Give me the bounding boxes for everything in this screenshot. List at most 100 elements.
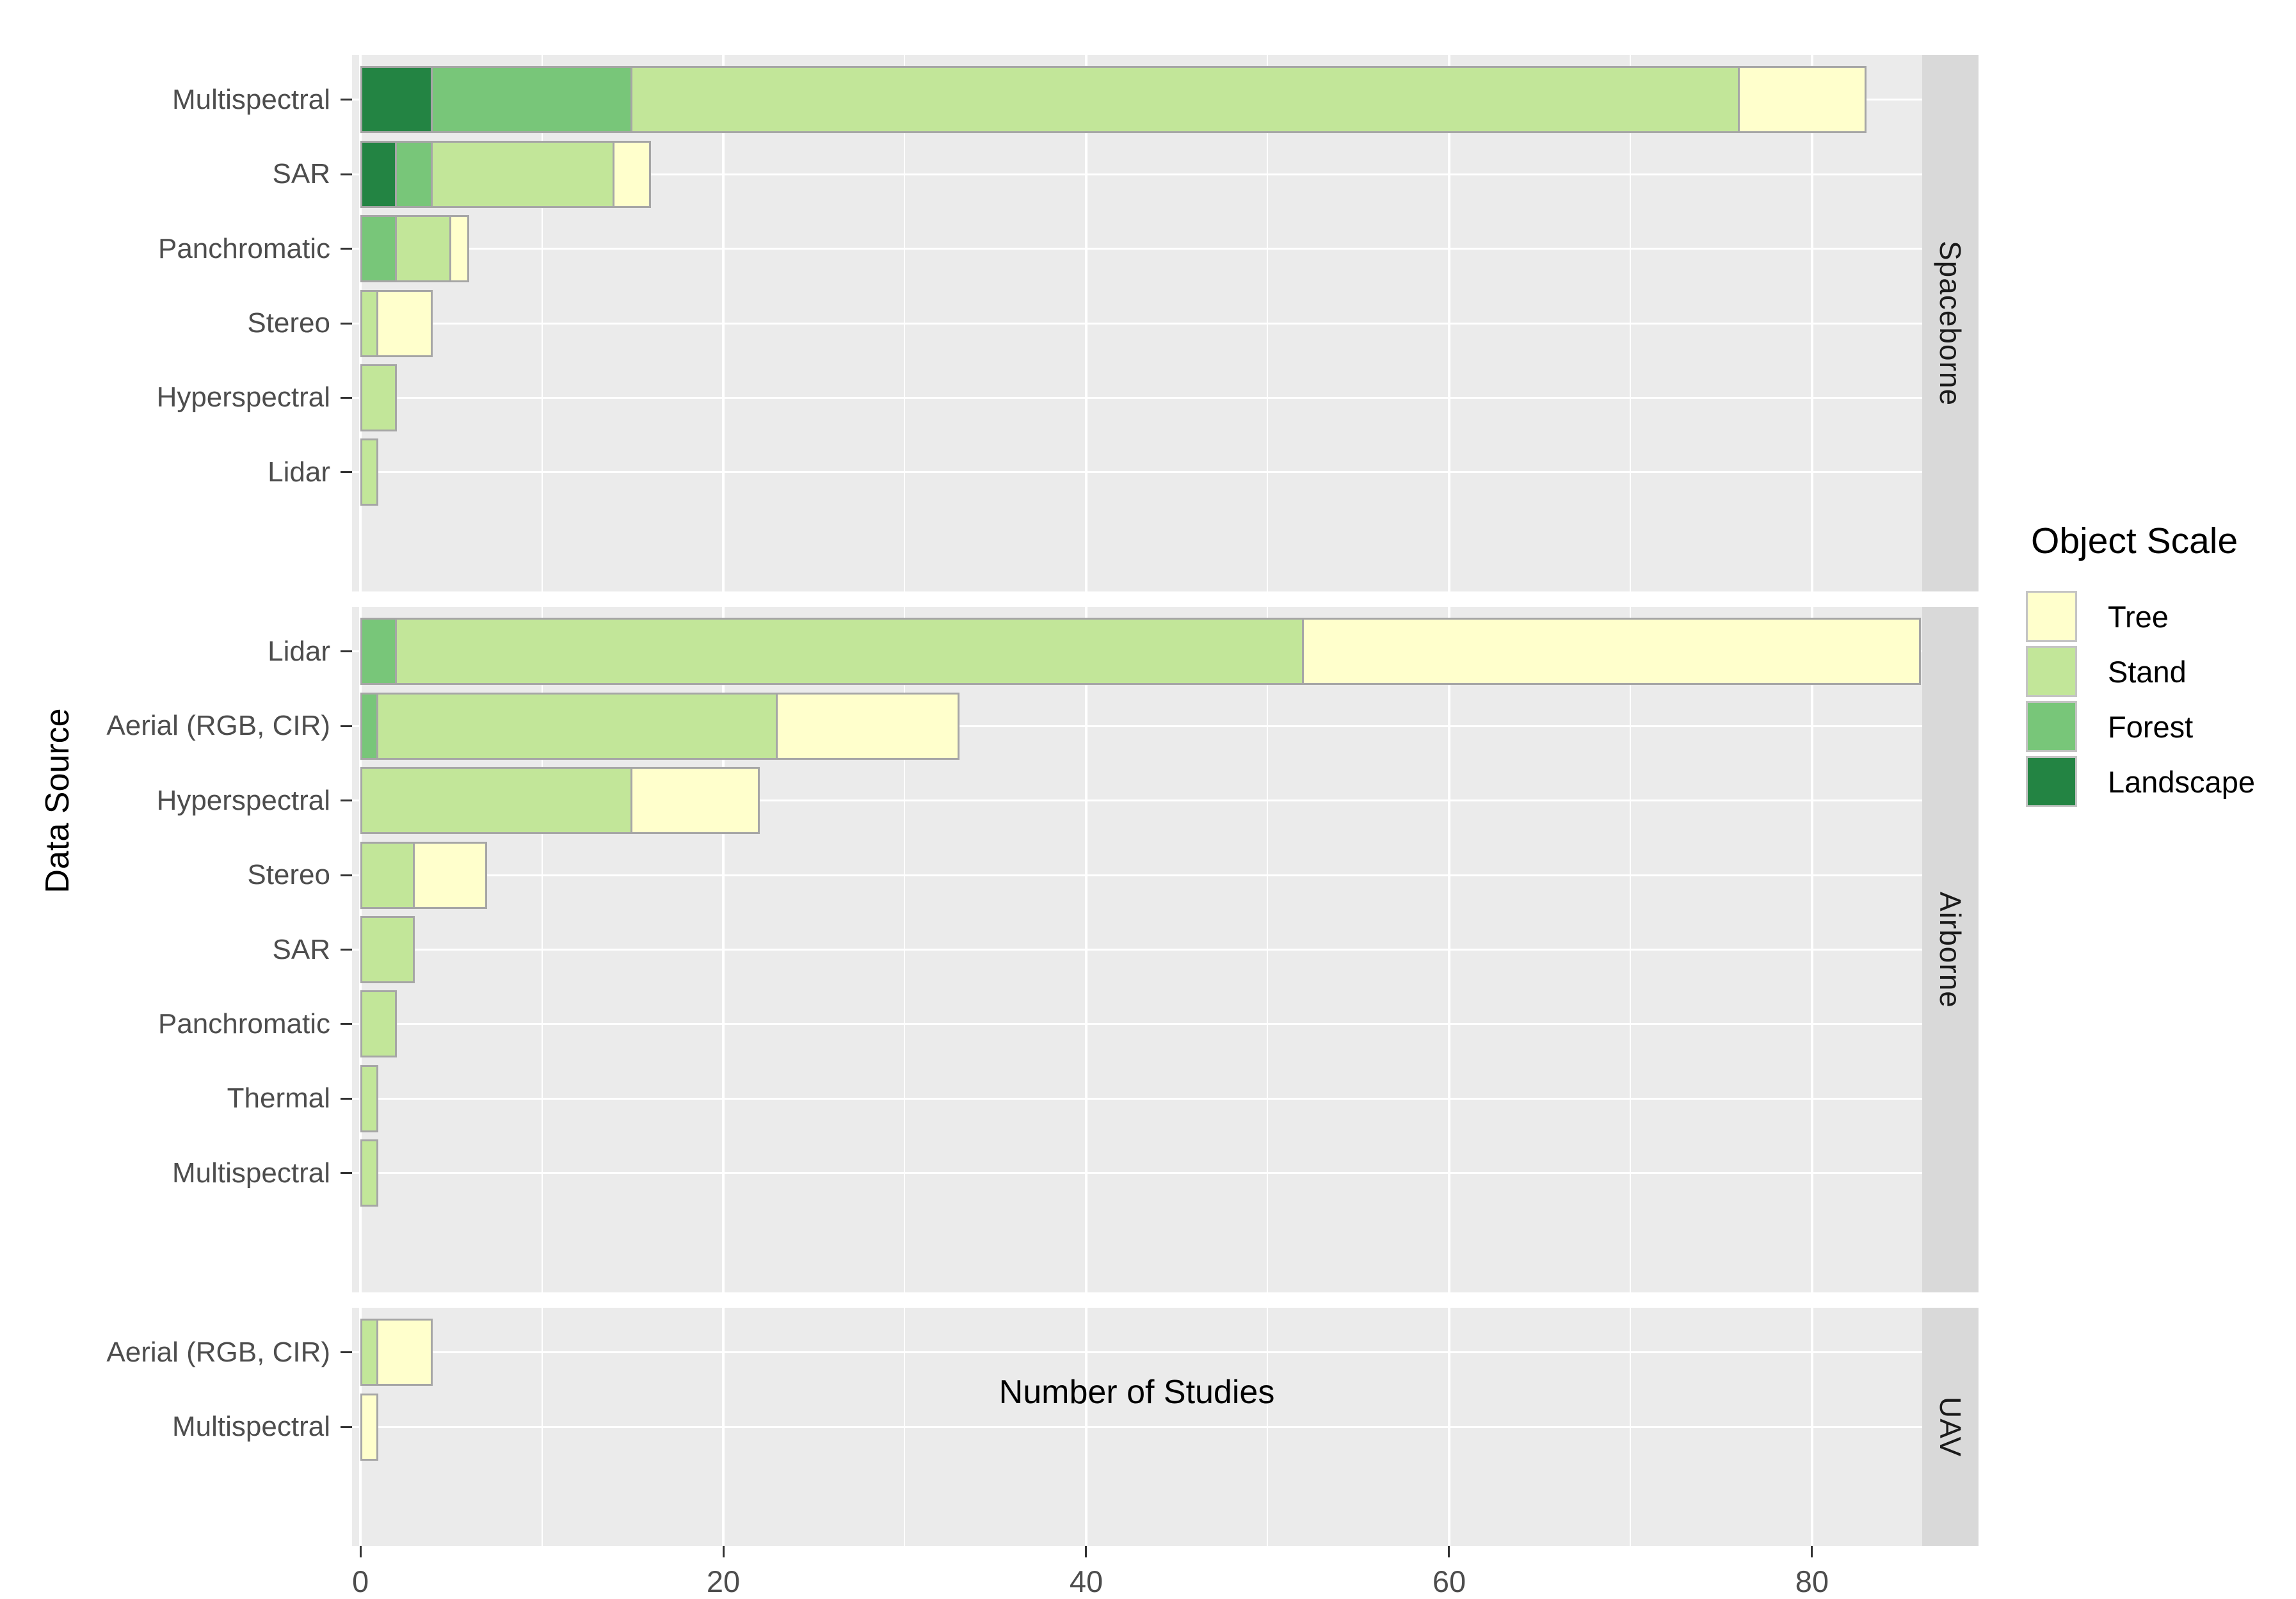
category-label: Multispectral xyxy=(172,83,330,115)
bar-segment-tree xyxy=(360,1393,379,1461)
legend-entry-tree: Tree xyxy=(2026,589,2295,644)
x-tick-mark xyxy=(722,1546,725,1558)
bar-segment-stand xyxy=(360,1139,379,1207)
legend-swatch-forest xyxy=(2026,701,2077,752)
row-gridline xyxy=(352,322,1922,325)
row-gridline xyxy=(352,1351,1922,1354)
x-tick-label: 40 xyxy=(1069,1564,1104,1599)
facet-panel-uav xyxy=(352,1307,1922,1547)
y-axis-title: Data Source xyxy=(39,708,76,894)
y-tick-mark xyxy=(341,800,352,802)
y-tick-mark xyxy=(341,1172,352,1175)
bar-segment-forest xyxy=(360,618,397,686)
y-tick-mark xyxy=(341,1351,352,1354)
facet-strip-spaceborne: Spaceborne xyxy=(1922,55,1979,592)
bar-segment-landscape xyxy=(360,140,397,208)
x-tick-label: 20 xyxy=(706,1564,741,1599)
x-tick-mark xyxy=(1811,1546,1813,1558)
row-gridline xyxy=(352,248,1922,250)
category-label: Panchromatic xyxy=(157,232,330,264)
category-label: Stereo xyxy=(247,307,330,339)
bar-segment-stand xyxy=(360,841,415,909)
y-tick-mark xyxy=(341,949,352,951)
bar-segment-forest xyxy=(431,66,633,134)
legend-swatch-landscape xyxy=(2026,756,2077,807)
bar-segment-stand xyxy=(394,618,1305,686)
x-tick-mark xyxy=(1085,1546,1088,1558)
category-label: Multispectral xyxy=(172,1411,330,1443)
facet-panel-spaceborne xyxy=(352,55,1922,592)
row-gridline xyxy=(352,1426,1922,1428)
y-tick-mark xyxy=(341,650,352,653)
legend-label: Tree xyxy=(2108,599,2169,634)
y-tick-mark xyxy=(341,725,352,727)
bar-segment-stand xyxy=(360,364,397,431)
row-gridline xyxy=(352,1023,1922,1025)
row-gridline xyxy=(352,725,1922,727)
row-gridline xyxy=(352,1172,1922,1175)
bar-segment-stand xyxy=(360,916,415,984)
category-label: Panchromatic xyxy=(157,1008,330,1040)
category-label: Aerial (RGB, CIR) xyxy=(106,710,330,742)
bar-segment-stand xyxy=(431,140,614,208)
bar-segment-stand xyxy=(360,767,633,835)
y-tick-mark xyxy=(341,874,352,876)
category-label: Lidar xyxy=(268,635,330,667)
bar-segment-forest xyxy=(360,692,379,760)
bar-segment-tree xyxy=(376,1319,433,1386)
legend-entry-forest: Forest xyxy=(2026,699,2295,754)
category-label: Aerial (RGB, CIR) xyxy=(106,1336,330,1368)
y-tick-mark xyxy=(341,396,352,399)
y-tick-mark xyxy=(341,1097,352,1100)
category-label: Thermal xyxy=(227,1082,330,1114)
bar-segment-tree xyxy=(776,692,959,760)
facet-strip-label: Airborne xyxy=(1934,891,1967,1008)
legend-label: Forest xyxy=(2108,709,2194,744)
x-tick-label: 0 xyxy=(351,1564,369,1599)
category-label: Lidar xyxy=(268,456,330,488)
category-label: Hyperspectral xyxy=(156,784,330,816)
x-tick-mark xyxy=(1448,1546,1450,1558)
category-label: Multispectral xyxy=(172,1157,330,1189)
x-axis-title: Number of Studies xyxy=(999,1374,1275,1411)
bar-segment-tree xyxy=(612,140,651,208)
legend-entry-stand: Stand xyxy=(2026,644,2295,699)
bar-segment-forest xyxy=(394,140,433,208)
stacked-bar-chart: Multispectral SAR Panchromatic Stereo Hypers… xyxy=(39,55,2295,1598)
row-gridline xyxy=(352,1097,1922,1100)
row-gridline xyxy=(352,396,1922,399)
row-gridline xyxy=(352,874,1922,876)
y-tick-mark xyxy=(341,1023,352,1025)
y-tick-mark xyxy=(341,173,352,175)
category-label: Hyperspectral xyxy=(156,382,330,414)
row-gridline xyxy=(352,173,1922,175)
y-tick-mark xyxy=(341,471,352,474)
facet-panel-airborne xyxy=(352,607,1922,1292)
bar-segment-stand xyxy=(360,289,379,357)
category-label: SAR xyxy=(272,158,330,190)
category-label: SAR xyxy=(272,933,330,965)
legend-label: Landscape xyxy=(2108,764,2255,799)
facet-strip-label: UAV xyxy=(1934,1397,1967,1458)
legend-swatch-stand xyxy=(2026,646,2077,697)
facet-strip-label: Spaceborne xyxy=(1934,240,1967,406)
y-tick-mark xyxy=(341,248,352,250)
facet-strip-uav: UAV xyxy=(1922,1307,1979,1547)
row-gridline xyxy=(352,800,1922,802)
bar-segment-stand xyxy=(360,1065,379,1132)
legend-swatch-tree xyxy=(2026,591,2077,642)
legend-entries: Tree Stand Forest Landscape xyxy=(2026,589,2295,809)
bar-segment-tree xyxy=(1737,66,1867,134)
x-tick-mark xyxy=(359,1546,362,1558)
x-tick-label: 60 xyxy=(1432,1564,1466,1599)
bar-segment-tree xyxy=(413,841,488,909)
y-tick-mark xyxy=(341,322,352,325)
x-tick-label: 80 xyxy=(1795,1564,1829,1599)
category-label: Stereo xyxy=(247,859,330,891)
y-tick-mark xyxy=(341,1426,352,1428)
bar-segment-stand xyxy=(360,438,379,506)
bar-segment-stand xyxy=(360,1319,379,1386)
y-tick-mark xyxy=(341,99,352,101)
row-gridline xyxy=(352,949,1922,951)
bar-segment-stand xyxy=(630,66,1740,134)
